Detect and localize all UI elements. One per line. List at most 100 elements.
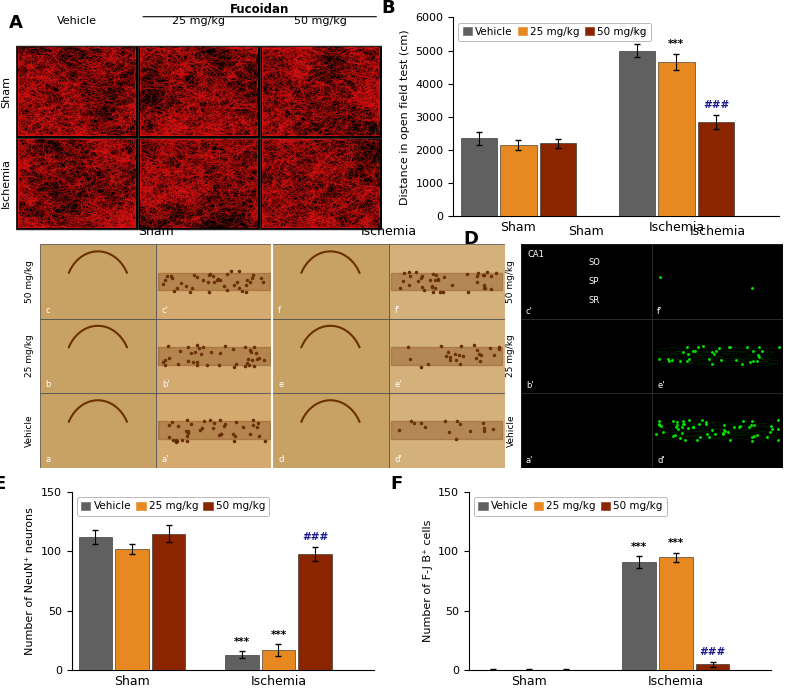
Text: ***: ***	[669, 39, 684, 49]
Point	[179, 425, 192, 436]
Point	[476, 269, 489, 281]
Bar	[272, 319, 389, 393]
Point	[404, 271, 417, 282]
Point	[232, 266, 245, 277]
Text: ***: ***	[629, 29, 645, 39]
Point	[473, 348, 486, 359]
Point	[718, 424, 731, 436]
Text: 50 mg/kg: 50 mg/kg	[25, 260, 34, 303]
Point	[185, 282, 198, 293]
Point	[444, 351, 456, 362]
Point	[246, 415, 259, 426]
Bar	[40, 319, 156, 393]
Point	[479, 283, 491, 294]
Point	[219, 340, 232, 351]
Point	[457, 350, 470, 362]
Point	[761, 432, 774, 443]
Text: 50 mg/kg: 50 mg/kg	[294, 16, 347, 26]
Point	[173, 346, 186, 357]
Bar	[138, 46, 260, 138]
Point	[429, 274, 441, 285]
Point	[252, 430, 265, 441]
Point	[180, 431, 193, 442]
Point	[189, 346, 202, 357]
Point	[694, 431, 707, 443]
Bar	[521, 319, 652, 393]
Text: e: e	[278, 380, 283, 389]
Point	[203, 286, 215, 297]
Bar	[156, 244, 272, 319]
Point	[681, 348, 694, 359]
Point	[747, 419, 760, 431]
Point	[764, 426, 777, 438]
Point	[672, 424, 684, 435]
Point	[686, 422, 699, 433]
Point	[723, 341, 735, 352]
Point	[230, 358, 242, 369]
Bar	[652, 319, 783, 393]
Point	[670, 416, 683, 427]
Point	[393, 424, 405, 436]
Text: ***: ***	[668, 538, 684, 548]
Text: e': e'	[394, 380, 401, 389]
Bar	[521, 393, 652, 468]
Point	[258, 436, 271, 447]
Text: Vehicle: Vehicle	[25, 414, 34, 447]
Point	[242, 353, 254, 364]
Point	[448, 348, 461, 359]
Point	[250, 354, 263, 365]
Point	[172, 421, 184, 432]
Text: ###: ###	[700, 647, 726, 658]
Point	[750, 355, 763, 366]
Point	[180, 281, 193, 292]
Point	[244, 277, 257, 288]
Point	[415, 362, 428, 373]
Text: 25 mg/kg: 25 mg/kg	[173, 16, 225, 26]
Bar	[156, 319, 272, 393]
Text: 25 mg/kg: 25 mg/kg	[506, 334, 515, 378]
Text: Sham: Sham	[568, 225, 604, 238]
Text: D: D	[463, 230, 478, 248]
Text: ###: ###	[302, 532, 328, 542]
Bar	[260, 138, 382, 229]
Point	[435, 341, 448, 352]
Point	[753, 342, 766, 353]
Text: Ischemia: Ischemia	[360, 225, 417, 238]
Point	[743, 422, 755, 433]
Point	[250, 348, 262, 359]
Bar	[260, 46, 382, 138]
Point	[677, 415, 689, 426]
Point	[247, 361, 260, 372]
Legend: Vehicle, 25 mg/kg, 50 mg/kg: Vehicle, 25 mg/kg, 50 mg/kg	[475, 497, 667, 516]
Bar	[79, 537, 112, 670]
Point	[158, 359, 171, 371]
Bar	[138, 138, 260, 229]
Bar	[272, 393, 389, 468]
Bar	[698, 122, 734, 216]
Point	[157, 357, 170, 368]
Point	[657, 426, 669, 438]
Point	[218, 280, 231, 291]
Point	[171, 359, 184, 370]
Bar	[40, 244, 156, 319]
Point	[181, 415, 194, 426]
Point	[772, 414, 785, 425]
Point	[661, 354, 674, 365]
Point	[703, 353, 716, 364]
Point	[401, 341, 414, 352]
Point	[227, 279, 240, 290]
Point	[162, 352, 175, 363]
Text: d': d'	[394, 455, 402, 464]
Text: SR: SR	[589, 296, 600, 304]
Point	[677, 418, 690, 429]
Point	[654, 420, 667, 431]
Text: a': a'	[162, 455, 169, 464]
Bar	[152, 533, 185, 670]
Point	[180, 436, 193, 447]
Bar	[652, 244, 783, 319]
Point	[182, 342, 195, 353]
Point	[700, 418, 712, 429]
Point	[226, 343, 238, 355]
Point	[207, 270, 219, 281]
Point	[243, 359, 256, 371]
